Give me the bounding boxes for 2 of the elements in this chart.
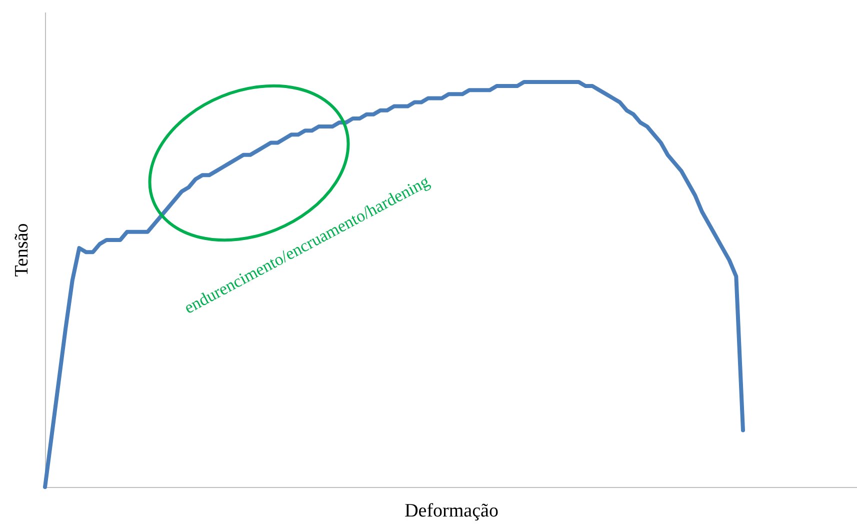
x-axis-title: Deformação — [404, 500, 498, 522]
y-axis-title: Tensão — [12, 223, 32, 277]
